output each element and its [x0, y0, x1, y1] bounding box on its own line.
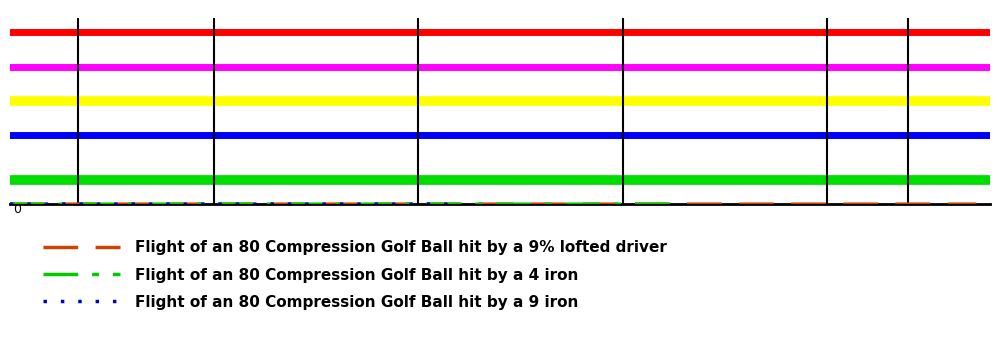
Text: 0: 0	[13, 203, 21, 216]
Legend: Flight of an 80 Compression Golf Ball hit by a 9% lofted driver, Flight of an 80: Flight of an 80 Compression Golf Ball hi…	[37, 234, 673, 316]
